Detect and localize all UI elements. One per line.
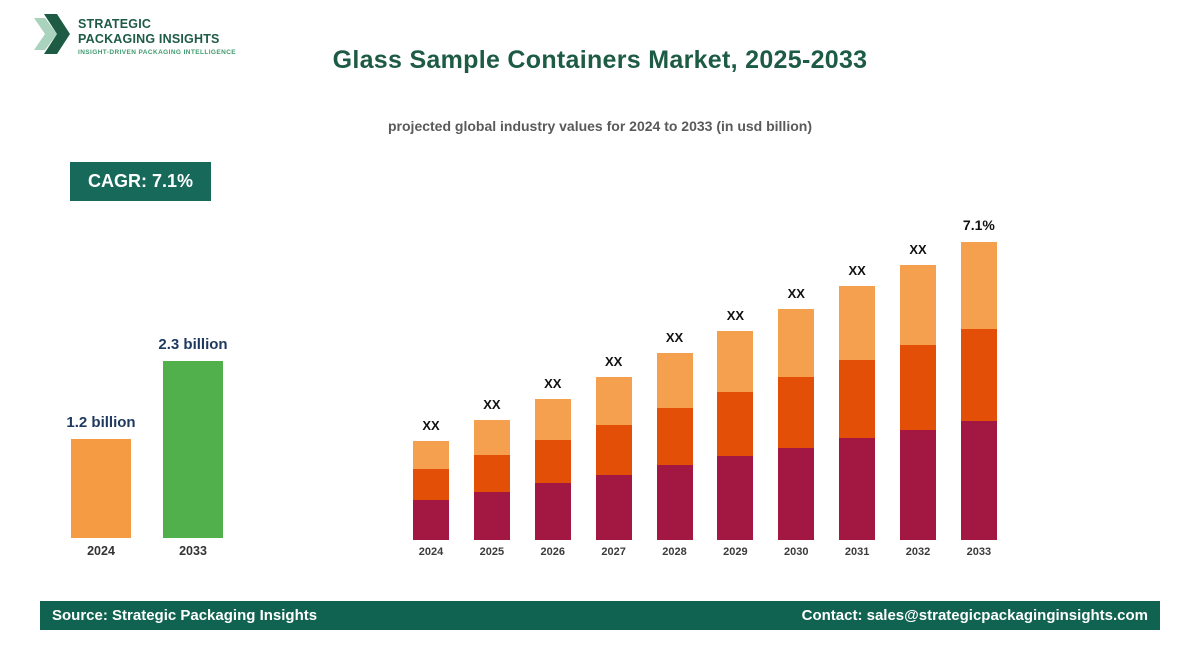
bar-segment-bottom	[900, 430, 936, 540]
bar-stack	[534, 399, 571, 540]
mini-bar-group: 1.2 billion 2024	[66, 414, 135, 558]
bar-segment-bottom	[960, 421, 997, 540]
mini-bar-2024	[71, 439, 131, 538]
bar-segment-bottom	[778, 448, 815, 540]
mini-bar-value-label: 2.3 billion	[158, 336, 228, 353]
bar-segment-top	[717, 331, 754, 392]
page-title: Glass Sample Containers Market, 2025-203…	[332, 46, 868, 74]
bar-stack	[778, 309, 815, 540]
x-axis-label: 2032	[905, 546, 931, 558]
bar-segment-middle	[473, 455, 510, 492]
bar-value-label: XX	[422, 418, 440, 433]
stacked-bar-chart: XX 2024 XX 2025 XX 2026 XX 2027 XX 2028 XX 2029 XX 20…	[412, 217, 998, 558]
bar-segment-bottom	[839, 438, 876, 540]
bar-segment-middle	[900, 345, 936, 430]
mini-bar-year-label: 2033	[179, 544, 207, 558]
bar-value-label: XX	[726, 308, 745, 323]
x-axis-label: 2025	[479, 546, 505, 558]
footer-contact: Contact: sales@strategicpackaginginsight…	[801, 607, 1148, 624]
bar-group: XX 2024	[412, 418, 450, 558]
chevron-logo-icon	[32, 14, 70, 59]
x-axis-label: 2028	[662, 546, 687, 558]
page-subtitle: projected global industry values for 202…	[388, 118, 812, 134]
bar-segment-bottom	[473, 492, 510, 540]
bar-segment-bottom	[717, 456, 754, 540]
bar-segment-top	[900, 265, 936, 345]
bar-segment-bottom	[656, 465, 693, 540]
bar-segment-bottom	[534, 483, 571, 540]
bar-value-label: XX	[604, 354, 623, 369]
bar-value-label: XX	[544, 376, 562, 391]
mini-bar-year-label: 2024	[87, 544, 115, 558]
x-axis-label: 2031	[844, 546, 870, 558]
bar-group: XX 2028	[656, 330, 694, 558]
mini-bar-2033	[163, 361, 223, 538]
bar-stack	[595, 377, 632, 540]
logo-line1: STRATEGIC	[78, 17, 152, 32]
bar-group: XX 2027	[595, 354, 633, 558]
bar-stack	[900, 265, 936, 540]
x-axis-label: 2029	[723, 546, 748, 558]
bar-value-label: XX	[483, 397, 501, 412]
bar-group: XX 2029	[716, 308, 754, 558]
x-axis-label: 2027	[601, 546, 626, 558]
bar-group: XX 2026	[534, 376, 572, 558]
bar-value-label: XX	[665, 330, 684, 345]
x-axis-label: 2033	[966, 546, 992, 558]
bar-segment-middle	[778, 377, 815, 448]
bar-segment-bottom	[413, 500, 449, 540]
bar-stack	[839, 286, 876, 540]
bar-stack	[413, 441, 449, 540]
logo-tagline: INSIGHT-DRIVEN PACKAGING INTELLIGENCE	[78, 48, 237, 56]
bar-segment-middle	[839, 360, 876, 438]
bar-segment-top	[473, 420, 510, 455]
x-axis-label: 2024	[418, 546, 444, 558]
bar-segment-middle	[960, 329, 997, 421]
bar-segment-middle	[717, 392, 754, 456]
footer-source: Source: Strategic Packaging Insights	[52, 607, 318, 624]
bar-group: XX 2030	[777, 286, 815, 558]
bar-group: XX 2025	[473, 397, 511, 558]
bar-value-label: XX	[848, 263, 866, 278]
logo-text: STRATEGIC PACKAGING INSIGHTS INSIGHT-DRI…	[78, 17, 236, 56]
bar-segment-middle	[595, 425, 632, 475]
x-axis-label: 2026	[540, 546, 565, 558]
bar-stack	[656, 353, 693, 540]
bar-segment-bottom	[595, 475, 632, 540]
bar-group: XX 2032	[899, 242, 937, 558]
bar-group: XX 2031	[838, 263, 876, 558]
bar-segment-top	[839, 286, 876, 360]
bar-value-label: XX	[909, 242, 927, 257]
bar-segment-top	[778, 309, 815, 377]
mini-comparison-chart: 1.2 billion 2024 2.3 billion 2033	[66, 336, 227, 558]
mini-bar-value-label: 1.2 billion	[66, 414, 136, 431]
bar-segment-top	[534, 399, 571, 440]
bar-segment-middle	[656, 408, 693, 465]
bar-stack	[473, 420, 510, 540]
bar-segment-top	[413, 441, 449, 469]
bar-segment-top	[595, 377, 632, 425]
logo-line2: PACKAGING INSIGHTS	[78, 31, 220, 46]
mini-bar-group: 2.3 billion 2033	[158, 336, 227, 558]
bar-group: 7.1% 2033	[960, 217, 998, 558]
bar-segment-middle	[413, 469, 449, 500]
cagr-badge: CAGR: 7.1%	[70, 162, 212, 201]
footer-bar: Source: Strategic Packaging Insights Con…	[40, 601, 1160, 630]
bar-value-label: XX	[787, 286, 805, 301]
bar-segment-top	[656, 353, 693, 408]
bar-segment-top	[960, 242, 997, 329]
bar-stack	[717, 331, 754, 540]
bar-segment-middle	[534, 440, 571, 483]
x-axis-label: 2030	[784, 546, 809, 558]
company-logo: STRATEGIC PACKAGING INSIGHTS INSIGHT-DRI…	[32, 14, 236, 59]
bar-stack	[960, 242, 997, 540]
bar-value-label: 7.1%	[962, 217, 995, 233]
